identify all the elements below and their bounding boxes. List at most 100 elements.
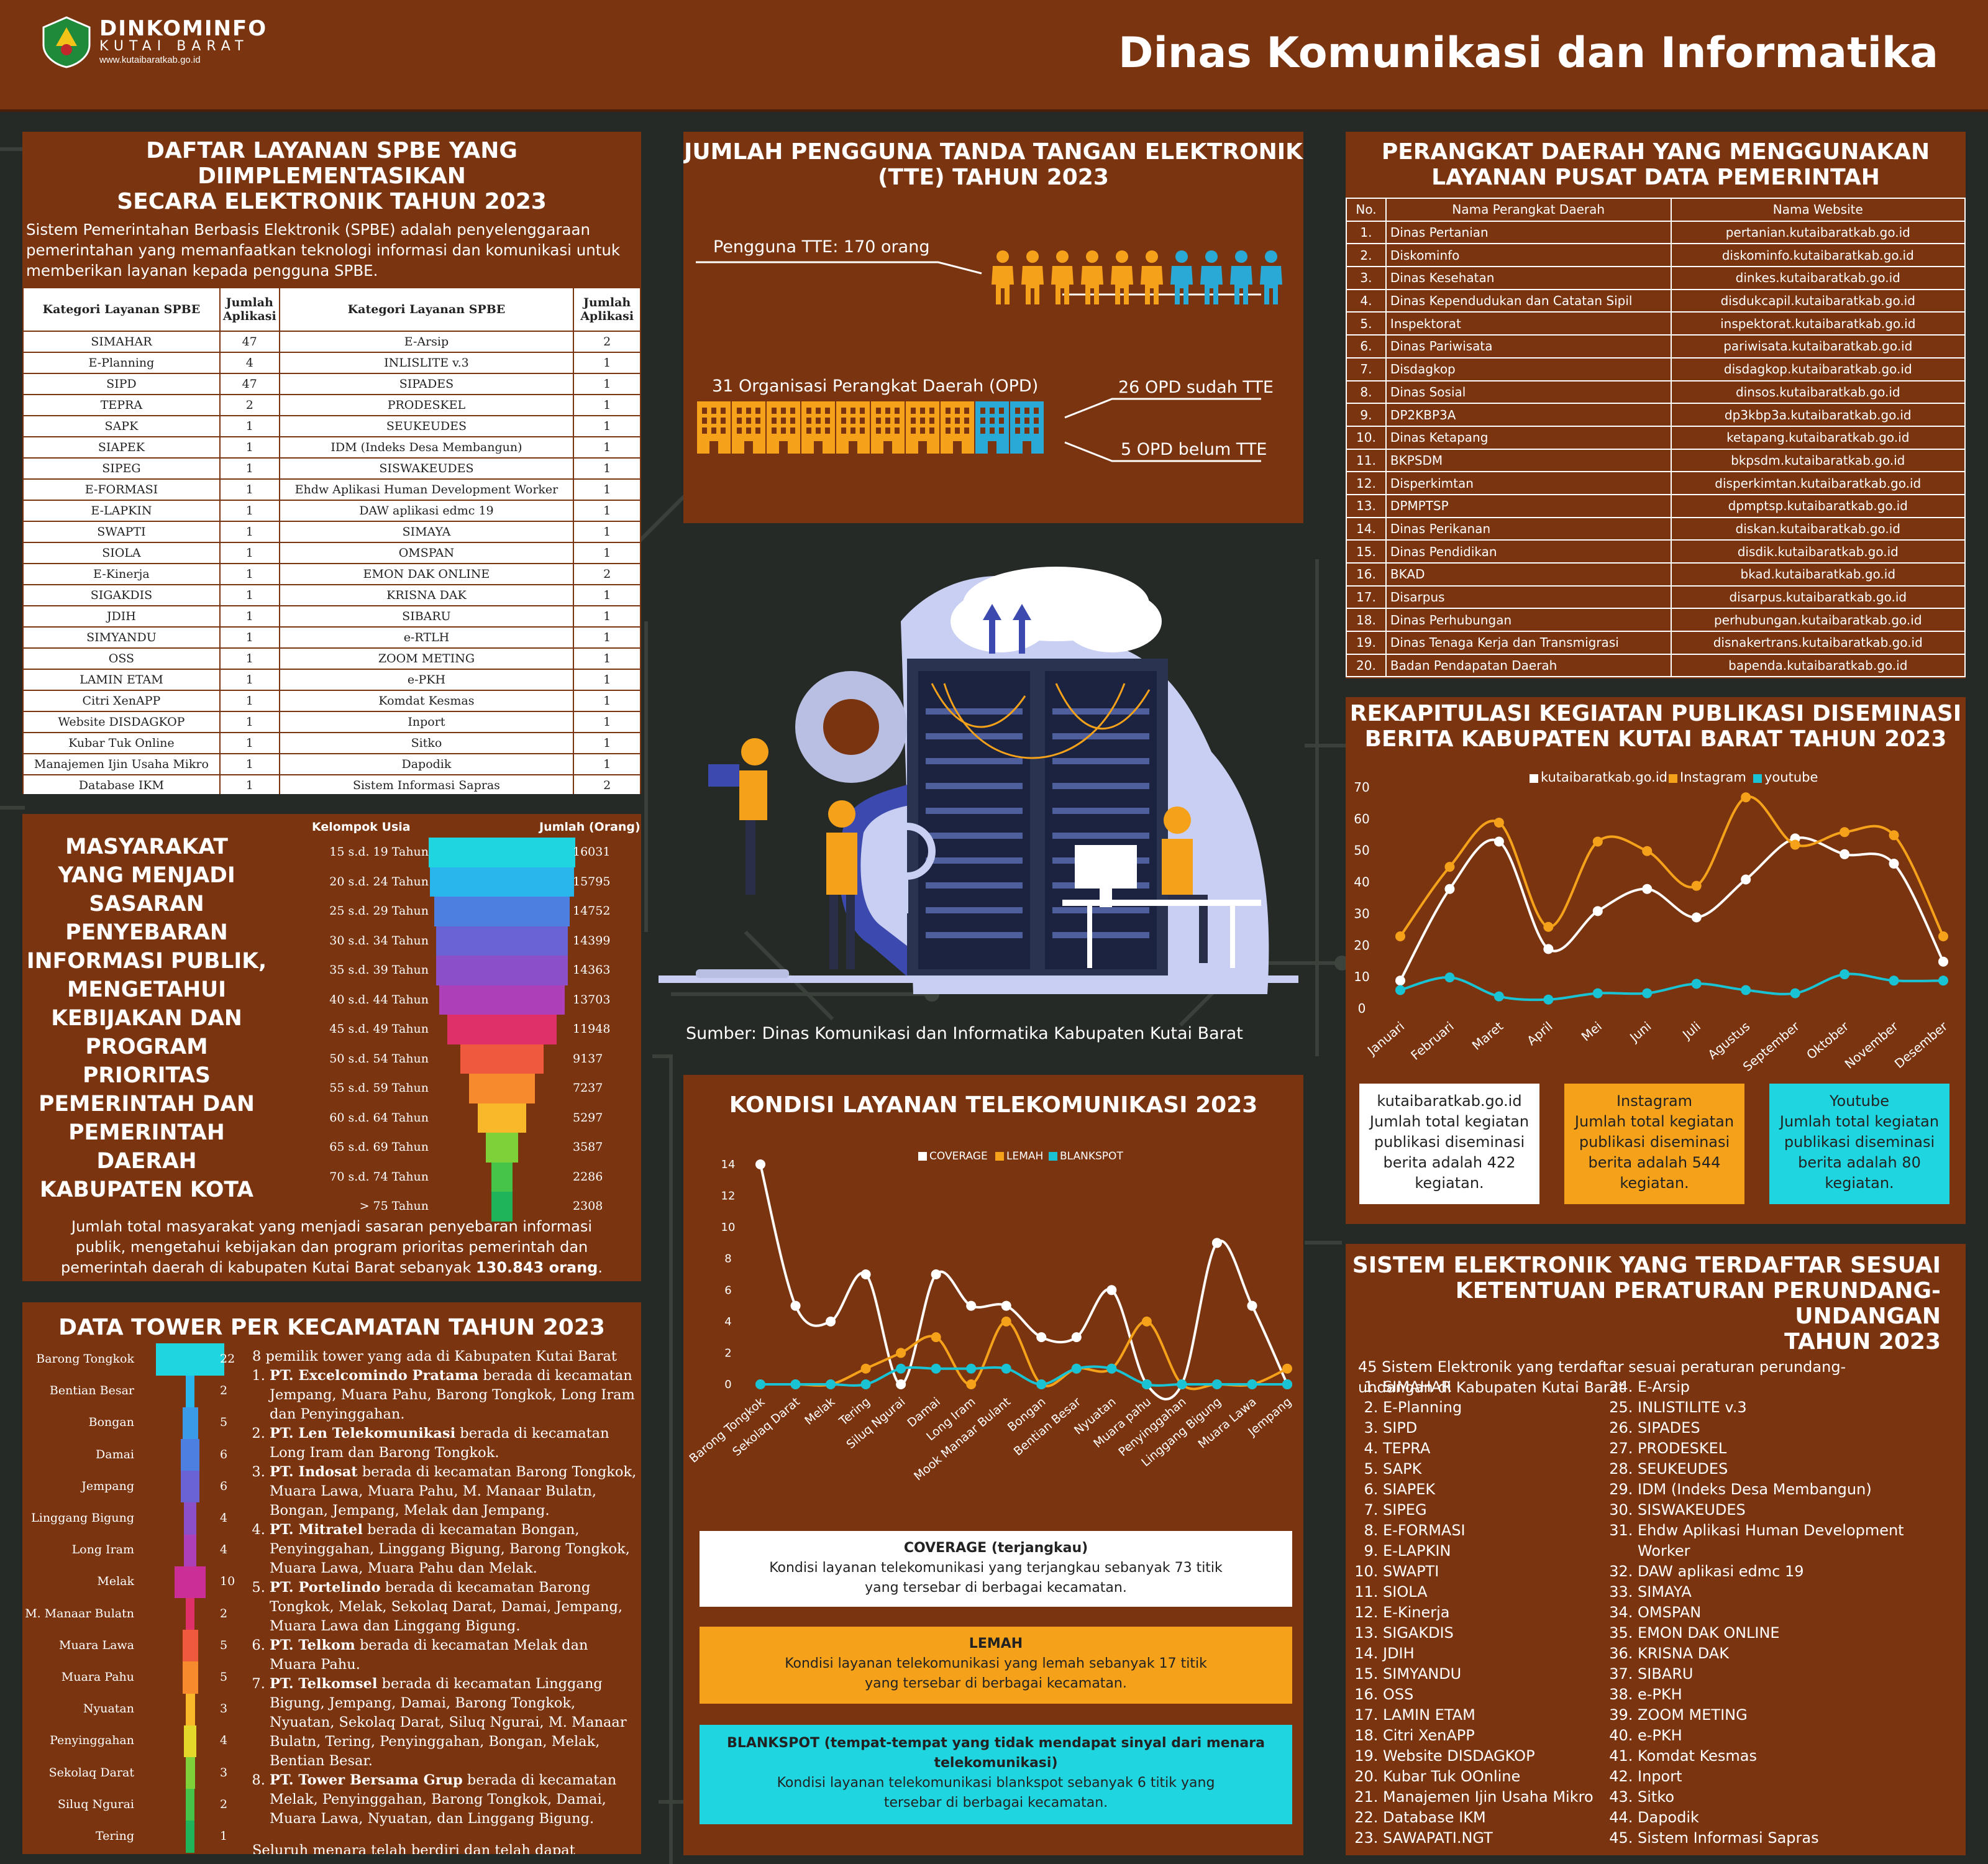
data-point: [826, 1379, 836, 1389]
website-link[interactable]: disarpus.kutaibaratkab.go.id: [1670, 585, 1966, 610]
website-link[interactable]: inspektorat.kutaibaratkab.go.id: [1670, 311, 1966, 336]
building-icon: [941, 401, 974, 454]
list-item: SIGAKDIS: [1383, 1623, 1613, 1643]
spbe-panel: DAFTAR LAYANAN SPBE YANG DIIMPLEMENTASIK…: [22, 132, 641, 794]
spbe-table: Kategori Layanan SPBE Jumlah Aplikasi Kate…: [22, 287, 641, 794]
table-row: SIPD 47 SIPADES 1: [22, 373, 641, 395]
data-point: [790, 1379, 801, 1389]
spbe-cell: 1: [573, 436, 641, 459]
website-link[interactable]: disdagkop.kutaibaratkab.go.id: [1670, 357, 1966, 381]
tte-panel: JUMLAH PENGGUNA TANDA TANGAN ELEKTRONIK …: [683, 132, 1303, 523]
publikasi-box-youtube: Youtube Jumlah total kegiatan publikasi d…: [1769, 1084, 1949, 1204]
data-point: [1444, 884, 1455, 894]
website-link[interactable]: disperkimtan.kutaibaratkab.go.id: [1670, 471, 1966, 495]
spbe-cell: Dapodik: [278, 753, 575, 775]
spbe-cell: OSS: [22, 647, 221, 670]
spbe-cell: JDIH: [22, 605, 221, 628]
legend-label: youtube: [1764, 770, 1818, 785]
website-link[interactable]: diskan.kutaibaratkab.go.id: [1670, 516, 1966, 541]
pusat-data-cell: DPMPTSP: [1385, 493, 1672, 518]
masyarakat-title-line: PEMERINTAH DAN: [39, 1092, 255, 1117]
website-link[interactable]: bkpsdm.kutaibaratkab.go.id: [1670, 448, 1966, 473]
website-link[interactable]: dinsos.kutaibaratkab.go.id: [1670, 380, 1966, 404]
funnel-bar: [436, 956, 568, 985]
funnel-bar: [429, 838, 575, 867]
building-icon: [801, 401, 835, 454]
website-link[interactable]: pariwisata.kutaibaratkab.go.id: [1670, 334, 1966, 359]
tte-opd-total: 31 Organisasi Perangkat Daerah (OPD): [712, 377, 1039, 396]
legend-label: kutaibaratkab.go.id: [1541, 770, 1667, 785]
summary-total: 130.843 orang: [475, 1259, 598, 1276]
funnel-bar: [436, 926, 568, 956]
list-item: SISWAKEUDES: [1638, 1500, 1954, 1520]
data-point: [1741, 874, 1751, 885]
building-icon: [767, 401, 800, 454]
funnel-bar: [181, 1439, 199, 1471]
website-link[interactable]: bkad.kutaibaratkab.go.id: [1670, 562, 1966, 587]
masyarakat-title: MASYARAKAT YANG MENJADI SASARAN PENYEBARAN I…: [22, 833, 271, 1204]
list-item: Komdat Kesmas: [1638, 1746, 1954, 1766]
funnel-category-label: Siluq Ngurai: [57, 1797, 134, 1811]
funnel-value-label: 14399: [573, 933, 611, 948]
funnel-bar: [434, 897, 570, 926]
website-link[interactable]: disdik.kutaibaratkab.go.id: [1670, 539, 1966, 564]
website-link[interactable]: dinkes.kutaibaratkab.go.id: [1670, 266, 1966, 290]
masyarakat-title-line: MENGETAHUI: [67, 977, 226, 1002]
table-row: 14. Dinas Perikanan diskan.kutaibaratkab.g…: [1346, 516, 1966, 541]
pusat-data-cell: Dinas Kependudukan dan Catatan Sipil: [1385, 288, 1672, 313]
website-link[interactable]: diskominfo.kutaibaratkab.go.id: [1670, 243, 1966, 268]
summary-text: Jumlah total masyarakat yang menjadi sas…: [61, 1218, 593, 1276]
masyarakat-title-line: KABUPATEN KOTA: [40, 1177, 253, 1202]
data-point: [1543, 921, 1554, 932]
spbe-cell: 1: [573, 626, 641, 649]
website-link[interactable]: perhubungan.kutaibaratkab.go.id: [1670, 608, 1966, 633]
website-link[interactable]: dpmptsp.kutaibaratkab.go.id: [1670, 493, 1966, 518]
y-tick-label: 6: [724, 1284, 731, 1297]
spbe-header-cell: Jumlah Aplikasi: [219, 287, 280, 332]
tower-owner-text: berada di kecamatan Melak, Penyinggahan,…: [270, 1772, 617, 1827]
publikasi-box-web: kutaibaratkab.go.id Jumlah total kegiatan…: [1359, 1084, 1539, 1204]
website-link[interactable]: disdukcapil.kutaibaratkab.go.id: [1670, 288, 1966, 313]
spbe-cell: 1: [219, 774, 280, 794]
website-link[interactable]: bapenda.kutaibaratkab.go.id: [1670, 653, 1966, 678]
spbe-cell: 1: [573, 605, 641, 628]
tower-owner-item: PT. Telkom berada di kecamatan Melak dan…: [270, 1636, 637, 1674]
sistem-title-1: SISTEM ELEKTRONIK YANG TERDAFTAR SESUAI: [1352, 1253, 1941, 1278]
legend-label: COVERAGE: [929, 1150, 988, 1163]
funnel-bar: [485, 1133, 519, 1163]
website-link[interactable]: disnakertrans.kutaibaratkab.go.id: [1670, 631, 1966, 655]
website-link[interactable]: dp3kbp3a.kutaibaratkab.go.id: [1670, 403, 1966, 427]
funnel-value-label: 7237: [573, 1081, 603, 1095]
tower-owner-item: PT. Mitratel berada di kecamatan Bongan,…: [270, 1520, 637, 1578]
person-icon: [1170, 250, 1193, 304]
masyarakat-title-line: MASYARAKAT: [65, 834, 228, 859]
funnel-value-label: 14363: [573, 963, 611, 977]
list-item: Kubar Tuk OOnline: [1383, 1766, 1613, 1787]
data-point: [1691, 912, 1702, 923]
person-icon: [1111, 250, 1133, 304]
table-row: SWAPTI 1 SIMAYA 1: [22, 521, 641, 543]
spbe-cell: E-LAPKIN: [22, 500, 221, 522]
y-tick-label: 60: [1354, 811, 1369, 826]
data-point: [790, 1300, 801, 1311]
funnel-value-label: 3: [220, 1702, 228, 1716]
tower-owner-list: PT. Excelcomindo Pratama berada di kecam…: [252, 1366, 637, 1829]
pusat-data-table: No. Nama Perangkat Daerah Nama Website 1. D…: [1346, 198, 1966, 678]
list-item: SIPEG: [1383, 1500, 1613, 1520]
funnel-bar: [186, 1598, 194, 1630]
list-item: Sitko: [1638, 1787, 1954, 1807]
website-link[interactable]: pertanian.kutaibaratkab.go.id: [1670, 220, 1966, 245]
x-tick-label: Juni: [1626, 1018, 1654, 1045]
data-point: [860, 1379, 871, 1389]
funnel-bar: [175, 1566, 206, 1598]
website-link[interactable]: ketapang.kutaibaratkab.go.id: [1670, 425, 1966, 450]
pusat-data-cell: Dinas Pendidikan: [1385, 539, 1672, 564]
data-point: [931, 1332, 941, 1343]
data-point: [1741, 792, 1751, 803]
pusat-data-cell: Badan Pendapatan Daerah: [1385, 653, 1672, 678]
data-point: [1395, 975, 1405, 986]
box-youtube-title: Youtube: [1830, 1092, 1889, 1110]
lemah-box: LEMAH Kondisi layanan telekomunikasi yan…: [700, 1627, 1292, 1704]
funnel-category-label: 60 s.d. 64 Tahun: [329, 1110, 429, 1125]
data-point: [1642, 884, 1653, 894]
